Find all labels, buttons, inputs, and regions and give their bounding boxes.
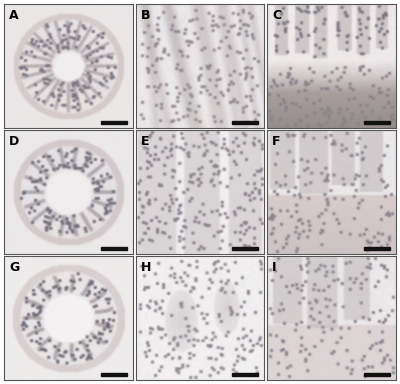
Bar — [101, 373, 126, 376]
Bar — [232, 373, 258, 376]
Text: I: I — [272, 262, 277, 274]
Bar — [364, 247, 390, 250]
Text: B: B — [141, 9, 150, 22]
Bar — [364, 121, 390, 124]
Text: E: E — [141, 135, 149, 148]
Bar — [232, 247, 258, 250]
Bar — [101, 121, 126, 124]
Bar — [101, 247, 126, 250]
Text: C: C — [272, 9, 281, 22]
Text: D: D — [9, 135, 20, 148]
Text: A: A — [9, 9, 19, 22]
Bar — [364, 373, 390, 376]
Text: F: F — [272, 135, 281, 148]
Bar — [232, 121, 258, 124]
Text: H: H — [141, 262, 151, 274]
Text: G: G — [9, 262, 20, 274]
